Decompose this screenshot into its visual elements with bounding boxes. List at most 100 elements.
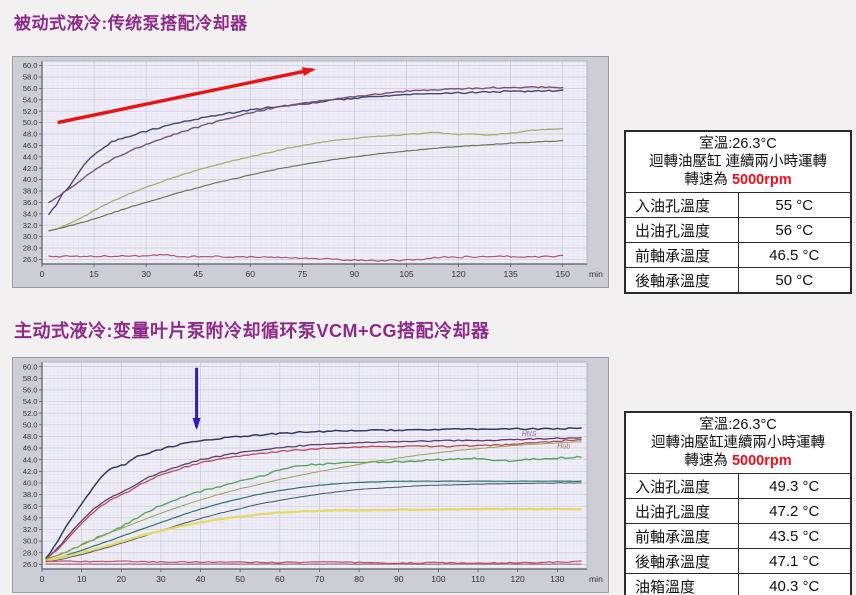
svg-text:42.0: 42.0 bbox=[23, 467, 38, 476]
svg-text:46.0: 46.0 bbox=[23, 141, 38, 150]
row-value: 47.1 °C bbox=[737, 548, 852, 574]
svg-text:56.0: 56.0 bbox=[23, 386, 38, 395]
row-value: 43.5 °C bbox=[737, 523, 852, 549]
svg-text:10: 10 bbox=[77, 574, 87, 584]
svg-text:46.0: 46.0 bbox=[23, 444, 38, 453]
row-value: 49.3 °C bbox=[737, 473, 852, 499]
svg-text:70: 70 bbox=[315, 574, 325, 584]
svg-text:120: 120 bbox=[451, 269, 466, 279]
svg-text:40.0: 40.0 bbox=[23, 175, 38, 184]
speed-prefix-text: 轉速為 bbox=[684, 453, 732, 469]
svg-text:40: 40 bbox=[196, 574, 206, 584]
row-value: 47.2 °C bbox=[737, 498, 852, 524]
row-label: 前軸承溫度 bbox=[624, 242, 739, 268]
svg-text:135: 135 bbox=[503, 269, 518, 279]
test-condition-text: 迴轉油壓缸連續兩小時運轉 bbox=[651, 435, 825, 451]
svg-text:80: 80 bbox=[354, 574, 364, 584]
svg-text:0: 0 bbox=[40, 574, 45, 584]
svg-text:58.0: 58.0 bbox=[23, 374, 38, 383]
svg-text:150: 150 bbox=[556, 269, 571, 279]
svg-text:28.0: 28.0 bbox=[23, 244, 38, 253]
passive-cooling-title: 被动式液冷:传统泵搭配冷却器 bbox=[14, 14, 248, 33]
rpm-value: 5000rpm bbox=[731, 453, 792, 469]
svg-text:36.0: 36.0 bbox=[23, 198, 38, 207]
passive-cooling-temperature-chart: 26.0 28.0 30.0 32.0 34.0 36.0 38.0 40.0 42.0 44.0… bbox=[12, 56, 609, 288]
table-row: 出油孔溫度 56 °C bbox=[624, 217, 852, 243]
svg-text:30: 30 bbox=[141, 269, 151, 279]
table-row: 前軸承溫度 43.5 °C bbox=[624, 523, 852, 549]
svg-text:90: 90 bbox=[350, 269, 360, 279]
svg-text:52.0: 52.0 bbox=[23, 409, 38, 418]
svg-text:90: 90 bbox=[394, 574, 404, 584]
svg-text:min: min bbox=[589, 574, 603, 584]
test-condition-text: 迴轉油壓缸 連續兩小時運轉 bbox=[648, 154, 828, 170]
svg-text:0: 0 bbox=[40, 269, 45, 279]
active-results-table: 室溫:26.3°C 迴轉油壓缸連續兩小時運轉 轉速為 5000rpm 入油孔溫度… bbox=[624, 411, 852, 595]
svg-text:28.0: 28.0 bbox=[23, 548, 38, 557]
row-label: 後軸承溫度 bbox=[624, 548, 739, 574]
row-value: 56 °C bbox=[737, 217, 852, 243]
svg-text:52.0: 52.0 bbox=[23, 107, 38, 116]
svg-text:110: 110 bbox=[471, 574, 485, 584]
svg-text:26.0: 26.0 bbox=[23, 255, 38, 264]
passive-results-table: 室溫:26.3°C 迴轉油壓缸 連續兩小時運轉 轉速為 5000rpm 入油孔溫… bbox=[624, 130, 852, 294]
table-row: 出油孔溫度 47.2 °C bbox=[624, 498, 852, 524]
svg-text:34.0: 34.0 bbox=[23, 209, 38, 218]
svg-text:50.0: 50.0 bbox=[23, 118, 38, 127]
svg-text:60: 60 bbox=[275, 574, 285, 584]
svg-text:48.0: 48.0 bbox=[23, 432, 38, 441]
svg-text:50.0: 50.0 bbox=[23, 420, 38, 429]
svg-text:60.0: 60.0 bbox=[23, 362, 38, 371]
svg-text:120: 120 bbox=[510, 574, 525, 584]
svg-text:48.0: 48.0 bbox=[23, 130, 38, 139]
svg-text:20: 20 bbox=[116, 574, 126, 584]
svg-text:min: min bbox=[589, 269, 603, 279]
svg-text:30: 30 bbox=[156, 574, 166, 584]
speed-prefix-text: 轉速為 bbox=[684, 172, 732, 188]
svg-text:26.0: 26.0 bbox=[23, 560, 38, 569]
row-label: 前軸承溫度 bbox=[624, 523, 739, 549]
row-label: 入油孔溫度 bbox=[624, 192, 739, 218]
row-label: 入油孔溫度 bbox=[624, 473, 739, 499]
row-value: 50 °C bbox=[737, 267, 852, 294]
svg-text:HNS: HNS bbox=[522, 431, 537, 438]
svg-text:100: 100 bbox=[431, 574, 446, 584]
svg-text:58.0: 58.0 bbox=[23, 73, 38, 82]
active-cooling-temperature-chart: 26.0 28.0 30.0 32.0 34.0 36.0 38.0 40.0 42.0 44.0… bbox=[12, 357, 609, 593]
svg-text:56.0: 56.0 bbox=[23, 84, 38, 93]
svg-text:34.0: 34.0 bbox=[23, 513, 38, 522]
table-row: 入油孔溫度 55 °C bbox=[624, 192, 852, 218]
svg-text:30.0: 30.0 bbox=[23, 232, 38, 241]
svg-text:105: 105 bbox=[399, 269, 414, 279]
row-value: 40.3 °C bbox=[737, 573, 852, 595]
room-temp-text: 室溫:26.3°C bbox=[699, 136, 777, 152]
svg-text:60: 60 bbox=[245, 269, 255, 279]
table-header: 室溫:26.3°C 迴轉油壓缸連續兩小時運轉 轉速為 5000rpm bbox=[624, 411, 852, 474]
svg-text:44.0: 44.0 bbox=[23, 152, 38, 161]
svg-text:44.0: 44.0 bbox=[23, 455, 38, 464]
svg-text:54.0: 54.0 bbox=[23, 95, 38, 104]
row-label: 後軸承溫度 bbox=[624, 267, 739, 294]
active-cooling-title: 主动式液冷:变量叶片泵附冷却循环泵VCM+CG搭配冷却器 bbox=[14, 321, 490, 341]
row-label: 出油孔溫度 bbox=[624, 217, 739, 243]
svg-text:42.0: 42.0 bbox=[23, 164, 38, 173]
row-label: 出油孔溫度 bbox=[624, 498, 739, 524]
rpm-value: 5000rpm bbox=[731, 172, 792, 188]
svg-text:36.0: 36.0 bbox=[23, 502, 38, 511]
svg-text:130: 130 bbox=[550, 574, 565, 584]
row-label: 油箱溫度 bbox=[624, 573, 739, 595]
svg-text:32.0: 32.0 bbox=[23, 525, 38, 534]
svg-text:45: 45 bbox=[193, 269, 203, 279]
room-temp-text: 室溫:26.3°C bbox=[699, 417, 777, 433]
svg-text:40.0: 40.0 bbox=[23, 479, 38, 488]
svg-text:54.0: 54.0 bbox=[23, 397, 38, 406]
svg-text:60.0: 60.0 bbox=[23, 61, 38, 70]
svg-text:32.0: 32.0 bbox=[23, 221, 38, 230]
row-value: 46.5 °C bbox=[737, 242, 852, 268]
table-row: 後軸承溫度 47.1 °C bbox=[624, 548, 852, 574]
row-value: 55 °C bbox=[737, 192, 852, 218]
table-row: 油箱溫度 40.3 °C bbox=[624, 573, 852, 595]
svg-text:30.0: 30.0 bbox=[23, 537, 38, 546]
svg-text:38.0: 38.0 bbox=[23, 187, 38, 196]
